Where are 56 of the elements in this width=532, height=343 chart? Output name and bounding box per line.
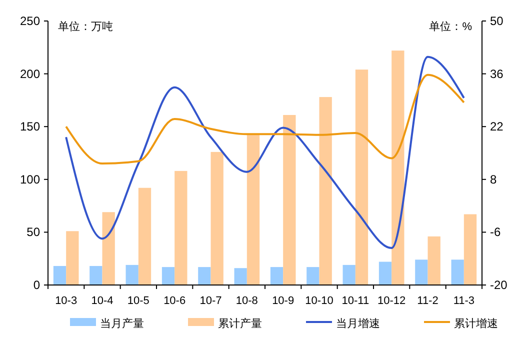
bar	[102, 212, 115, 285]
y2-tick-label: 36	[490, 66, 504, 81]
bar	[283, 114, 296, 285]
bar	[138, 188, 152, 285]
bar	[90, 266, 102, 285]
bar	[198, 267, 211, 285]
x-tick-label: 11-3	[453, 295, 475, 307]
bar	[306, 267, 320, 285]
legend-label: 当月增速	[336, 317, 380, 330]
y-tick-label: 250	[20, 14, 40, 28]
y-tick-label: 200	[20, 66, 40, 81]
line-series	[65, 74, 465, 165]
bar	[162, 267, 175, 285]
y-axis-title: 单位：万吨	[58, 20, 113, 33]
x-tick-label: 10-12	[378, 295, 406, 307]
y-tick-label: 0	[33, 278, 40, 292]
bar	[428, 236, 440, 285]
y-tick-label: 100	[20, 172, 40, 186]
x-tick-label: 10-3	[55, 295, 78, 307]
bar	[53, 266, 66, 285]
y2-tick-label: 22	[490, 120, 504, 134]
bar	[174, 170, 188, 285]
bar	[319, 97, 332, 285]
y2-axis-title: 单位：%	[429, 20, 472, 33]
x-tick-label: 11-2	[417, 295, 438, 307]
bar	[66, 231, 79, 285]
bar	[355, 70, 368, 285]
line-series	[65, 56, 465, 250]
y2-tick-label: 50	[490, 14, 504, 28]
x-tick-label: 10-10	[305, 295, 334, 307]
bar	[234, 268, 247, 285]
x-tick-label: 10-6	[164, 295, 186, 307]
x-tick-label: 10-9	[272, 295, 294, 307]
bar	[392, 50, 404, 285]
y2-tick-label: -6	[490, 225, 501, 240]
legend-label: 当月产量	[100, 317, 144, 330]
y2-tick-label: 8	[490, 172, 497, 186]
bar	[415, 260, 428, 285]
x-tick-label: 10-4	[91, 295, 114, 307]
bar	[270, 267, 284, 285]
y-tick-label: 150	[20, 120, 40, 134]
x-tick-label: 10-11	[342, 295, 370, 307]
legend-label: 累计产量	[218, 317, 262, 330]
x-tick-label: 10-8	[236, 295, 258, 307]
x-tick-label: 10-7	[200, 295, 222, 307]
bar	[246, 135, 260, 285]
bar	[451, 260, 464, 285]
y-tick-label: 50	[26, 225, 40, 240]
bar	[464, 214, 477, 285]
bar	[210, 152, 224, 285]
legend-label: 累计增速	[454, 317, 498, 330]
bar	[126, 264, 138, 285]
y2-tick-label: -20	[490, 278, 508, 292]
bar	[378, 262, 392, 285]
bar	[342, 264, 356, 285]
x-tick-label: 10-5	[127, 295, 150, 307]
